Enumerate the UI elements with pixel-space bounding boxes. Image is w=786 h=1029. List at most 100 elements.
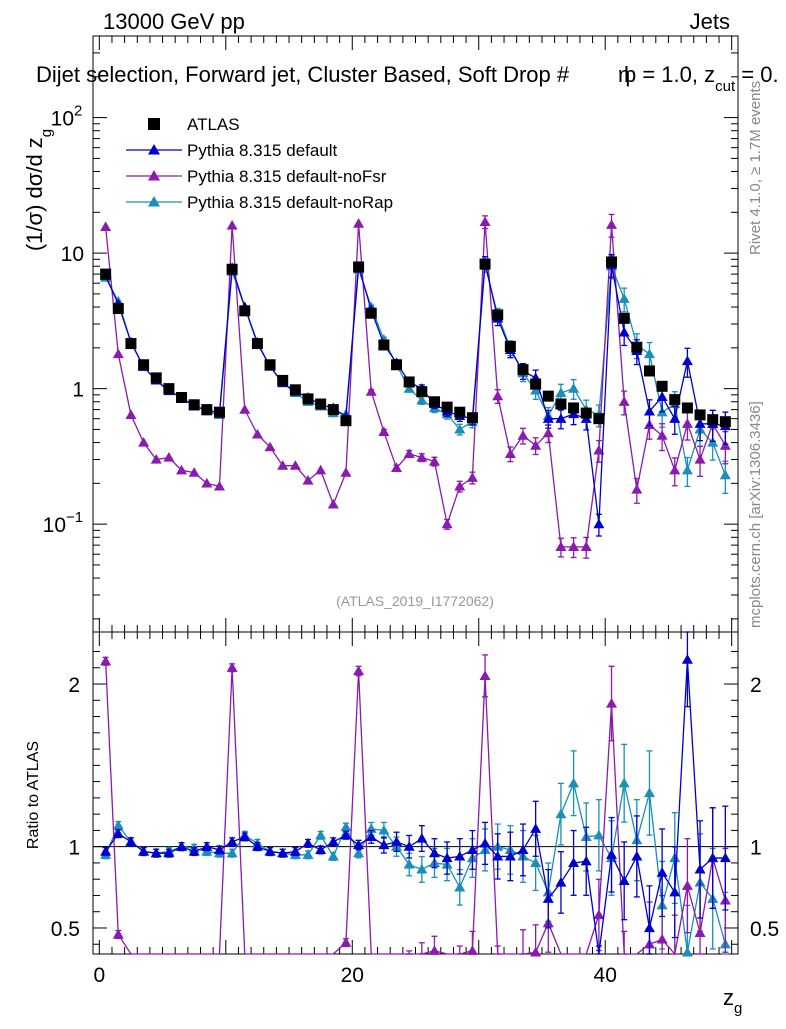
- mc-point: [391, 462, 403, 473]
- data-point: [580, 407, 592, 419]
- mc-point: [264, 846, 276, 856]
- mc-point: [112, 348, 124, 359]
- mc-point: [378, 426, 390, 436]
- mc-point: [213, 844, 225, 855]
- mc-point: [327, 850, 339, 861]
- plot-title: Dijet selection, Forward jet, Cluster Ba…: [36, 62, 779, 95]
- mc-point: [454, 423, 466, 434]
- mc-point: [391, 836, 403, 846]
- mc-point: [100, 846, 112, 856]
- main-ylabel: (1/σ) dσ/d zg: [22, 129, 55, 251]
- data-point: [492, 309, 504, 321]
- mc-point: [530, 857, 542, 868]
- mc-point: [593, 909, 605, 920]
- mc-point: [226, 847, 238, 858]
- legend-marker-triangle: [148, 170, 160, 181]
- data-point: [479, 258, 491, 270]
- mc-point: [201, 841, 213, 851]
- data-point: [125, 338, 137, 350]
- mc-point: [112, 828, 124, 838]
- data-point: [517, 364, 529, 376]
- plot-title-beta: b = 1.0, z: [624, 62, 715, 87]
- mc-point: [580, 541, 592, 551]
- series-line: [105, 661, 726, 956]
- mc-point: [492, 850, 504, 861]
- data-point: [593, 413, 605, 425]
- main-ytick-label: 10: [43, 514, 66, 537]
- mc-point: [593, 444, 605, 455]
- mc-point: [656, 391, 668, 401]
- mc-point: [681, 464, 693, 475]
- mc-point: [441, 518, 453, 529]
- mc-point: [643, 405, 655, 416]
- mc-point: [479, 670, 491, 681]
- legend-item: ATLAS: [148, 115, 240, 134]
- data-point: [327, 404, 339, 416]
- data-point: [542, 390, 554, 402]
- main-ylabel-sub: g: [38, 129, 55, 137]
- mc-point: [239, 831, 251, 842]
- mc-point: [555, 876, 567, 887]
- mc-point: [416, 452, 428, 462]
- mc-point: [606, 849, 618, 859]
- data-point: [568, 402, 580, 414]
- mc-point: [365, 831, 377, 842]
- mc-point: [631, 484, 643, 494]
- data-point: [391, 359, 403, 371]
- mc-point: [112, 928, 124, 939]
- series-pythia-8-315-default-nofsr: [100, 213, 731, 559]
- data-point: [365, 307, 377, 319]
- mc-point: [530, 440, 542, 450]
- data-point: [150, 372, 162, 384]
- data-point: [441, 401, 453, 413]
- plot-title-eta: η: [618, 62, 630, 87]
- mc-point: [100, 221, 112, 232]
- data-point: [707, 414, 719, 426]
- mc-point: [403, 841, 415, 851]
- mc-point: [669, 886, 681, 897]
- ratio-series-layer: [100, 631, 731, 957]
- mc-point: [226, 219, 238, 230]
- xtick-label: 20: [341, 964, 364, 987]
- mc-point: [656, 430, 668, 440]
- plot-title-tail: = 0.: [735, 62, 778, 87]
- mc-point: [466, 945, 478, 955]
- mc-point: [264, 441, 276, 452]
- mc-point: [719, 440, 731, 450]
- plot-title-cut-sub: cut: [715, 78, 736, 95]
- mc-point: [568, 777, 580, 788]
- mc-point: [681, 946, 693, 957]
- mc-point: [631, 850, 643, 861]
- data-point: [656, 380, 668, 392]
- mc-point: [150, 453, 162, 464]
- data-point: [112, 303, 124, 315]
- xtick-label: 40: [594, 964, 617, 987]
- rivet-label-text: Rivet 4.1.0, ≥ 1.7M events: [747, 81, 764, 255]
- mc-point: [315, 829, 327, 840]
- mc-point: [606, 698, 618, 708]
- mc-point: [416, 394, 428, 405]
- mc-point: [568, 541, 580, 551]
- mc-point: [479, 837, 491, 848]
- mc-point: [176, 841, 188, 851]
- mc-point: [353, 218, 365, 228]
- main-ylabel-text: (1/σ) dσ/d z: [22, 137, 47, 251]
- mc-point: [555, 541, 567, 551]
- mc-point: [277, 847, 289, 858]
- data-point: [201, 404, 213, 416]
- mc-point: [327, 836, 339, 846]
- data-point: [428, 396, 440, 408]
- mc-point: [201, 477, 213, 488]
- mc-point: [719, 469, 731, 480]
- data-point: [340, 415, 352, 427]
- legend-item: Pythia 8.315 default-noRap: [126, 193, 393, 212]
- data-point: [631, 341, 643, 353]
- mc-point: [327, 498, 339, 509]
- ratio-ylabel-text: Ratio to ATLAS: [25, 741, 42, 849]
- data-point: [669, 394, 681, 406]
- mc-point: [517, 430, 529, 440]
- mc-point: [315, 464, 327, 475]
- mc-point: [277, 460, 289, 470]
- data-point: [277, 374, 289, 386]
